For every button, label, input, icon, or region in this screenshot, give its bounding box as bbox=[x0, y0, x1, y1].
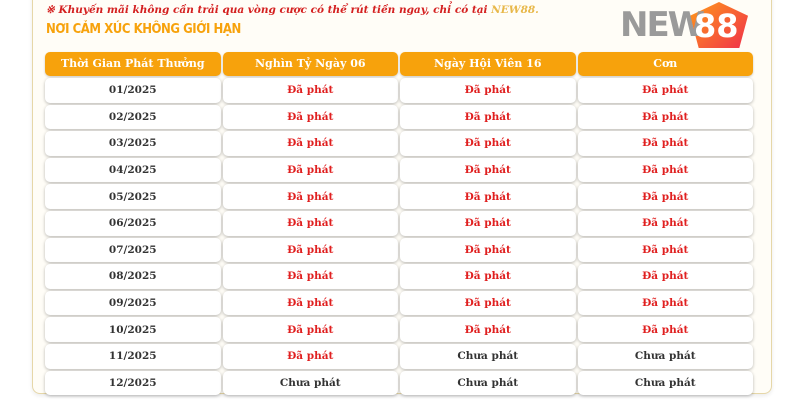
table-row: 04/2025 Đã phát Đã phát Đã phát bbox=[45, 157, 753, 183]
status-cell: Đã phát bbox=[222, 78, 398, 103]
status-cell: Đã phát bbox=[400, 317, 576, 342]
table-body: 01/2025 Đã phát Đã phát Đã phát 02/2025 Đã ph… bbox=[45, 78, 753, 396]
status-cell: Chưa phát bbox=[577, 370, 753, 396]
status-cell: Đã phát bbox=[577, 131, 753, 156]
table-row: 07/2025 Đã phát Đã phát Đã phát bbox=[45, 237, 753, 263]
status-cell: Đã phát bbox=[577, 157, 753, 183]
period-cell: 12/2025 bbox=[45, 370, 221, 396]
note-symbol: ※ bbox=[46, 4, 55, 16]
period-cell: 11/2025 bbox=[45, 343, 221, 369]
status-cell: Chưa phát bbox=[222, 370, 398, 396]
promo-note: ※ Khuyến mãi không cần trải qua vòng cượ… bbox=[46, 4, 539, 17]
status-cell: Chưa phát bbox=[400, 343, 576, 369]
table-row: 05/2025 Đã phát Đã phát Đã phát bbox=[45, 184, 753, 209]
table-row: 01/2025 Đã phát Đã phát Đã phát bbox=[45, 78, 753, 103]
status-cell: Đã phát bbox=[222, 343, 398, 369]
logo-new-text: NEW bbox=[620, 5, 705, 45]
status-cell: Đã phát bbox=[400, 104, 576, 130]
column-header: Thời Gian Phát Thưởng bbox=[45, 52, 221, 76]
period-cell: 05/2025 bbox=[45, 184, 221, 209]
note-text: Khuyến mãi không cần trải qua vòng cược … bbox=[58, 4, 488, 16]
table-row: 11/2025 Đã phát Chưa phát Chưa phát bbox=[45, 343, 753, 369]
table-row: 09/2025 Đã phát Đã phát Đã phát bbox=[45, 290, 753, 316]
status-cell: Chưa phát bbox=[400, 370, 576, 396]
watermark-slogan: NƠI CẢM XÚC KHÔNG GIỚI HẠN bbox=[46, 22, 241, 37]
status-cell: Đã phát bbox=[577, 237, 753, 263]
status-cell: Đã phát bbox=[577, 264, 753, 289]
status-cell: Đã phát bbox=[222, 237, 398, 263]
status-cell: Đã phát bbox=[400, 264, 576, 289]
column-header: Nghìn Tỷ Ngày 06 bbox=[222, 52, 398, 76]
status-cell: Đã phát bbox=[222, 184, 398, 209]
column-header: Cơn bbox=[577, 52, 753, 76]
status-cell: Chưa phát bbox=[577, 343, 753, 369]
note-brand: NEW88. bbox=[491, 4, 539, 16]
logo-88-text: 88 bbox=[694, 7, 739, 45]
status-cell: Đã phát bbox=[400, 210, 576, 236]
status-cell: Đã phát bbox=[577, 78, 753, 103]
status-cell: Đã phát bbox=[222, 290, 398, 316]
status-cell: Đã phát bbox=[400, 290, 576, 316]
status-cell: Đã phát bbox=[400, 184, 576, 209]
status-cell: Đã phát bbox=[400, 131, 576, 156]
period-cell: 03/2025 bbox=[45, 131, 221, 156]
table-row: 03/2025 Đã phát Đã phát Đã phát bbox=[45, 131, 753, 156]
table-row: 06/2025 Đã phát Đã phát Đã phát bbox=[45, 210, 753, 236]
reward-schedule-table: Thời Gian Phát Thưởng Nghìn Tỷ Ngày 06 Ngà… bbox=[45, 52, 753, 397]
status-cell: Đã phát bbox=[222, 131, 398, 156]
status-cell: Đã phát bbox=[577, 317, 753, 342]
table-row: 12/2025 Chưa phát Chưa phát Chưa phát bbox=[45, 370, 753, 396]
status-cell: Đã phát bbox=[222, 264, 398, 289]
status-cell: Đã phát bbox=[222, 210, 398, 236]
status-cell: Đã phát bbox=[577, 184, 753, 209]
table-row: 10/2025 Đã phát Đã phát Đã phát bbox=[45, 317, 753, 342]
period-cell: 09/2025 bbox=[45, 290, 221, 316]
status-cell: Đã phát bbox=[577, 104, 753, 130]
period-cell: 06/2025 bbox=[45, 210, 221, 236]
status-cell: Đã phát bbox=[577, 210, 753, 236]
period-cell: 08/2025 bbox=[45, 264, 221, 289]
status-cell: Đã phát bbox=[400, 157, 576, 183]
status-cell: Đã phát bbox=[222, 157, 398, 183]
table-row: 08/2025 Đã phát Đã phát Đã phát bbox=[45, 264, 753, 289]
status-cell: Đã phát bbox=[400, 78, 576, 103]
column-header: Ngày Hội Viên 16 bbox=[400, 52, 576, 76]
status-cell: Đã phát bbox=[577, 290, 753, 316]
table-row: 02/2025 Đã phát Đã phát Đã phát bbox=[45, 104, 753, 130]
period-cell: 04/2025 bbox=[45, 157, 221, 183]
period-cell: 10/2025 bbox=[45, 317, 221, 342]
period-cell: 02/2025 bbox=[45, 104, 221, 130]
table-header-row: Thời Gian Phát Thưởng Nghìn Tỷ Ngày 06 Ngà… bbox=[45, 52, 753, 76]
new88-logo: NEW 88 bbox=[620, 2, 760, 48]
period-cell: 01/2025 bbox=[45, 78, 221, 103]
period-cell: 07/2025 bbox=[45, 237, 221, 263]
status-cell: Đã phát bbox=[222, 317, 398, 342]
status-cell: Đã phát bbox=[222, 104, 398, 130]
status-cell: Đã phát bbox=[400, 237, 576, 263]
